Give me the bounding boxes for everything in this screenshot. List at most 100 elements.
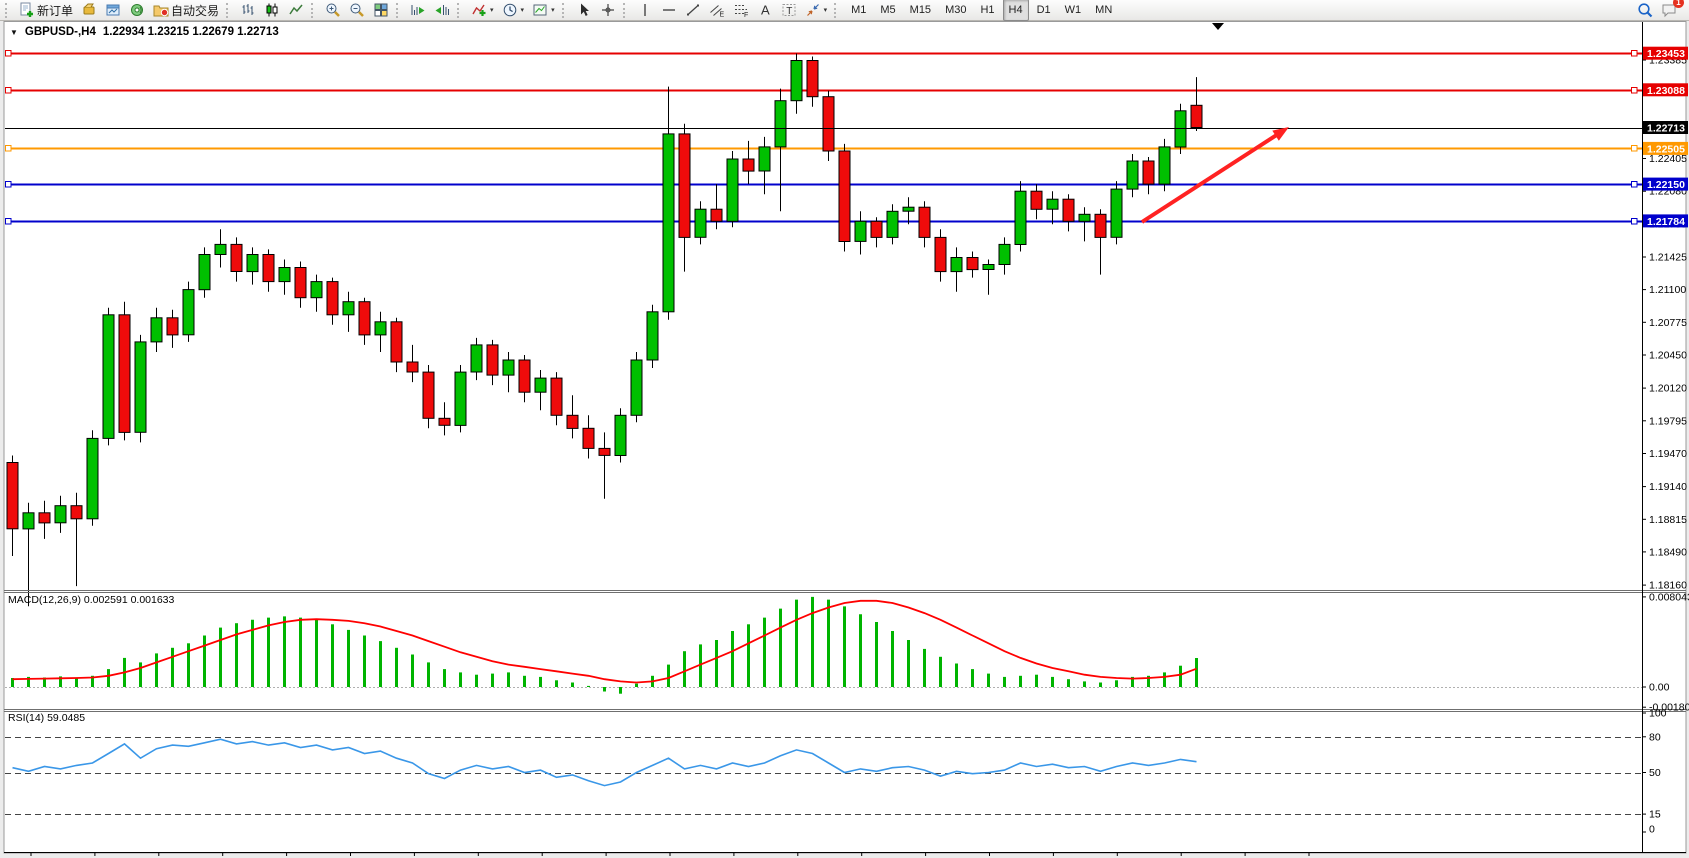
text-tool-button[interactable]: A <box>754 0 776 20</box>
text-label-tool-button[interactable]: T <box>778 0 800 20</box>
timeframe-m5-button[interactable]: M5 <box>880 4 896 16</box>
svg-text:1.19140: 1.19140 <box>1649 481 1687 493</box>
toolbar-grip <box>834 2 841 18</box>
svg-text:F: F <box>744 12 748 18</box>
autotrading-button[interactable]: 自动交易 <box>150 0 222 20</box>
tile-windows-button[interactable] <box>370 0 392 20</box>
svg-text:50: 50 <box>1649 767 1661 779</box>
crosshair-icon <box>601 4 614 16</box>
svg-text:1.22150: 1.22150 <box>1647 179 1685 191</box>
indicators-button[interactable]: ▾ <box>468 0 497 20</box>
chart-symbol-period: GBPUSD-,H4 <box>24 26 96 38</box>
svg-text:A: A <box>761 3 770 18</box>
toolbar-grip <box>5 2 12 18</box>
notification-badge: 1 <box>1673 0 1684 8</box>
toolbar-grip <box>226 2 233 18</box>
macd-signal-line <box>12 599 1197 684</box>
svg-text:1.20775: 1.20775 <box>1649 317 1687 329</box>
new-order-icon <box>20 2 33 17</box>
svg-text:1.19470: 1.19470 <box>1649 448 1687 460</box>
new-order-button-label: 新订单 <box>37 3 74 18</box>
blue-window-icon <box>106 4 120 16</box>
svg-text:1.22505: 1.22505 <box>1647 143 1685 155</box>
auto-scroll-button[interactable] <box>407 0 429 20</box>
shapes-icon <box>806 4 819 16</box>
svg-text:100: 100 <box>1649 708 1667 720</box>
tile-windows-icon <box>374 3 388 17</box>
price-axis: 1.233851.230601.227351.224051.220801.217… <box>1642 22 1689 852</box>
svg-text:0.00: 0.00 <box>1649 682 1670 694</box>
chart-collapse-icon[interactable]: ▼ <box>10 27 18 37</box>
text-box-icon: T <box>782 4 796 17</box>
macd-layer <box>5 596 1642 694</box>
vertical-line-tool-button[interactable] <box>634 0 656 20</box>
svg-text:1.21425: 1.21425 <box>1649 252 1687 264</box>
toolbar-grip <box>457 2 464 18</box>
text-a-icon: A <box>761 3 770 18</box>
templates-button[interactable]: ▾ <box>529 0 558 20</box>
svg-text:1.20450: 1.20450 <box>1649 350 1687 362</box>
tline-icon <box>686 4 699 16</box>
svg-text:0.008043: 0.008043 <box>1649 591 1689 603</box>
horizontal-line-tool-button[interactable] <box>658 0 680 20</box>
timeframe-h1-button[interactable]: H1 <box>980 4 995 16</box>
timeframe-m30-button[interactable]: M30 <box>945 4 967 16</box>
search-button[interactable] <box>1634 0 1656 20</box>
chat-button[interactable]: 1 <box>1658 0 1684 20</box>
crosshair-tool-button[interactable] <box>597 0 619 20</box>
timeframe-h4-button[interactable]: H4 <box>1002 0 1029 21</box>
zoom-in-button[interactable] <box>322 0 344 20</box>
toolbar-grip <box>311 2 318 18</box>
chevron-down-icon[interactable]: ▾ <box>520 7 525 14</box>
green-signal-icon <box>131 4 144 16</box>
time-axis: 22 Nov 202223 Nov 00:0023 Nov 16:0024 No… <box>30 853 1310 856</box>
timeframe-w1-button[interactable]: W1 <box>1064 4 1082 16</box>
timeframe-m15-button[interactable]: M15 <box>909 4 932 16</box>
rsi-layer <box>5 737 1642 815</box>
timeframe-d1-button[interactable]: D1 <box>1036 4 1051 16</box>
fibonacci-tool-button[interactable]: F <box>730 0 752 20</box>
line-chart-button[interactable] <box>285 0 307 20</box>
bar-chart-icon <box>242 4 254 15</box>
svg-text:1.22713: 1.22713 <box>1647 123 1685 135</box>
svg-text:0: 0 <box>1649 824 1655 836</box>
chevron-down-icon[interactable]: ▾ <box>490 7 494 14</box>
zoom-out-button[interactable] <box>346 0 368 20</box>
candlestick-chart-button[interactable] <box>261 0 283 20</box>
signals-button[interactable] <box>126 0 148 20</box>
svg-text:1.21100: 1.21100 <box>1649 284 1686 296</box>
new-order-button[interactable]: 新订单 <box>16 0 76 20</box>
chart-shift-icon <box>435 5 450 15</box>
timeframe-mn-button[interactable]: MN <box>1095 4 1113 16</box>
cursor-tool-button[interactable] <box>573 0 595 20</box>
equidistant-channel-tool-button[interactable]: E <box>706 0 728 20</box>
svg-text:T: T <box>786 6 792 17</box>
chevron-down-icon[interactable]: ▾ <box>823 7 828 14</box>
trendline-tool-button[interactable] <box>682 0 704 20</box>
bar-chart-button[interactable] <box>237 0 259 20</box>
svg-text:1.21784: 1.21784 <box>1647 216 1685 228</box>
channel-icon: E <box>709 5 724 18</box>
arrows-tool-button[interactable]: ▾ <box>802 0 831 20</box>
timeframe-m1-button[interactable]: M1 <box>851 4 867 16</box>
strategy-tester-button[interactable] <box>102 0 124 20</box>
periods-button[interactable]: ▾ <box>499 0 528 20</box>
chart-shift-button[interactable] <box>431 0 453 20</box>
search-icon <box>1638 3 1653 18</box>
toolbar-grip <box>561 2 569 18</box>
chart-canvas[interactable]: 1.233851.230601.227351.224051.220801.217… <box>0 21 1689 858</box>
svg-text:1.20120: 1.20120 <box>1649 383 1687 395</box>
cursor-icon <box>580 3 589 16</box>
metaeditor-button[interactable] <box>78 0 100 20</box>
chart-window[interactable]: 1.233851.230601.227351.224051.220801.217… <box>0 21 1689 858</box>
auto-scroll-icon <box>411 5 425 15</box>
chevron-down-icon[interactable]: ▾ <box>551 7 555 14</box>
chart-ohlc-values: 1.22934 1.23215 1.22679 1.22713 <box>102 26 279 38</box>
clock-icon <box>503 3 516 17</box>
fibo-icon: F <box>734 5 748 18</box>
macd-indicator-label: MACD(12,26,9) 0.002591 0.001633 <box>8 594 175 606</box>
rsi-indicator-label: RSI(14) 59.0485 <box>8 712 86 724</box>
autotrading-button-label: 自动交易 <box>171 3 220 18</box>
hline-icon <box>662 9 675 11</box>
